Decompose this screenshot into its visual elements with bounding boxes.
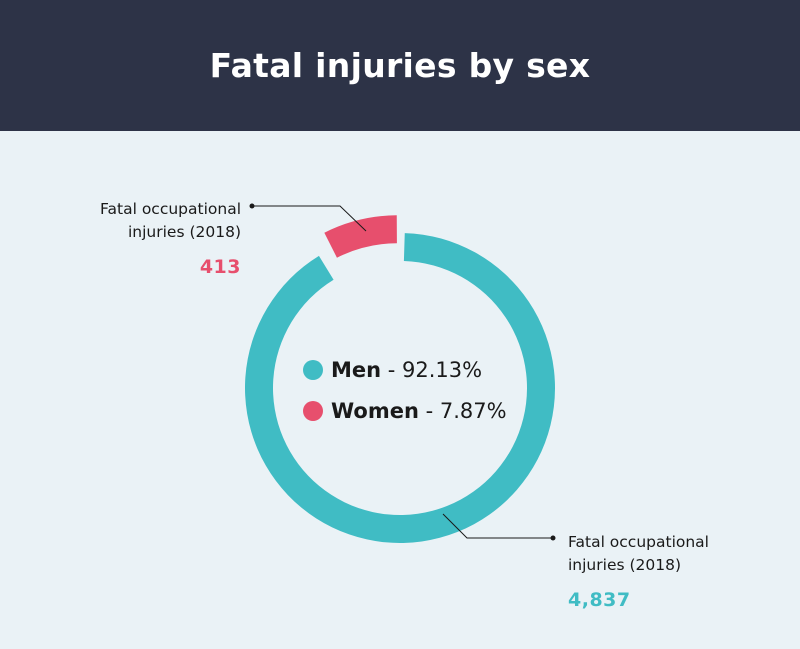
annotation-men-count: 4,837: [568, 589, 631, 611]
leader-dot-men: [550, 535, 556, 541]
annotation-women-count: 413: [199, 256, 241, 278]
leader-line-men: [442, 513, 553, 539]
leader-dot-women: [249, 203, 255, 209]
legend-label-men: Men: [331, 358, 382, 382]
legend-swatch-women: [303, 401, 323, 421]
legend-value-men: 92.13%: [402, 358, 483, 382]
legend-separator: -: [418, 399, 440, 423]
slice-women: [324, 215, 397, 258]
annotation-men-line2: injuries (2018): [568, 556, 682, 574]
annotation-men: Fatal occupational injuries (2018) 4,837: [568, 531, 788, 612]
legend-value-women: 7.87%: [439, 399, 507, 423]
legend-item-women: Women - 7.87%: [303, 397, 507, 425]
chart-title: Fatal injuries by sex: [209, 46, 591, 85]
legend-swatch-men: [303, 360, 323, 380]
annotation-women-line1: Fatal occupational: [100, 200, 241, 218]
annotation-men-line1: Fatal occupational: [568, 533, 709, 551]
annotation-women: Fatal occupational injuries (2018) 413: [1, 198, 241, 279]
legend: Men - 92.13% Women - 7.87%: [303, 356, 507, 438]
leader-line-women: [252, 205, 367, 232]
legend-item-men: Men - 92.13%: [303, 356, 507, 384]
legend-separator: -: [381, 358, 403, 382]
annotation-women-line2: injuries (2018): [127, 223, 241, 241]
legend-label-women: Women: [331, 399, 419, 423]
header-banner: Fatal injuries by sex: [0, 0, 800, 131]
